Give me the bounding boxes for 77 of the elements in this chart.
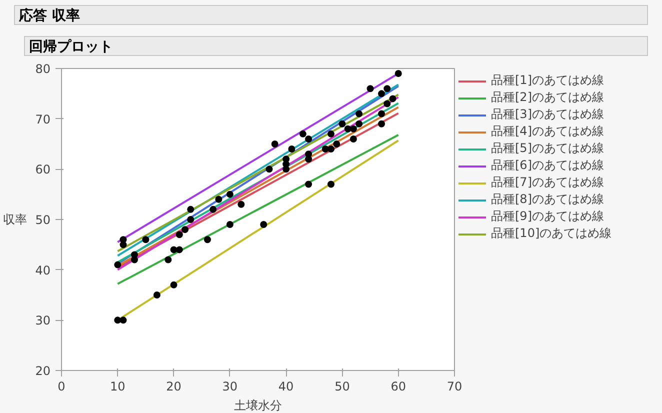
point [378, 120, 386, 128]
point [187, 216, 194, 223]
point [327, 130, 334, 138]
point [176, 231, 183, 238]
point [271, 140, 278, 148]
point [389, 95, 396, 102]
point [260, 221, 268, 228]
x-tick-label: 20 [166, 380, 182, 394]
legend-label: 品種[8]のあてはめ線 [491, 191, 604, 208]
point [338, 120, 346, 128]
legend-label: 品種[6]のあてはめ線 [491, 157, 604, 174]
y-axis-title: 収率 [3, 212, 28, 226]
point [114, 316, 122, 324]
chart-subtitle: 回帰プロット [29, 38, 113, 57]
y-tick-label: 20 [35, 364, 51, 378]
point [356, 110, 363, 118]
point [366, 85, 374, 92]
point [120, 241, 127, 248]
point [384, 100, 391, 108]
point [204, 236, 211, 244]
x-tick-label: 30 [222, 380, 238, 394]
point [333, 140, 340, 148]
x-tick-label: 70 [446, 380, 462, 394]
point [238, 200, 245, 208]
point [305, 156, 312, 163]
point [344, 125, 352, 132]
y-tick-label: 80 [35, 62, 51, 76]
legend-label: 品種[7]のあてはめ線 [491, 174, 604, 191]
y-tick-label: 50 [35, 213, 51, 227]
point [288, 146, 296, 153]
point [322, 146, 329, 153]
point [142, 236, 150, 244]
y-tick-label: 30 [35, 314, 51, 328]
point [378, 110, 386, 118]
point [176, 246, 183, 254]
x-tick-label: 10 [110, 380, 126, 394]
point [170, 281, 178, 288]
legend-label: 品種[10]のあてはめ線 [491, 225, 612, 242]
point [350, 135, 357, 142]
legend-label: 品種[1]のあてはめ線 [491, 72, 604, 89]
legend-label: 品種[4]のあてはめ線 [491, 123, 604, 140]
x-axis-title: 土壌水分 [234, 398, 282, 412]
chart-title: 応答 収率 [19, 6, 80, 26]
legend-label: 品種[5]のあてはめ線 [491, 140, 604, 157]
point [153, 292, 160, 298]
y-tick-label: 70 [35, 112, 51, 126]
point [305, 180, 312, 188]
point [226, 221, 234, 228]
legend-label: 品種[9]のあてはめ線 [491, 208, 604, 225]
point [210, 206, 217, 213]
point [226, 190, 234, 198]
point [266, 166, 273, 173]
x-tick-label: 0 [58, 380, 66, 394]
point [130, 256, 138, 264]
point [327, 180, 334, 188]
y-tick-label: 40 [35, 263, 51, 278]
legend-label: 品種[2]のあてはめ線 [491, 89, 604, 106]
point [378, 90, 386, 98]
point [282, 166, 290, 173]
point [356, 120, 363, 128]
point [182, 226, 189, 234]
point [299, 130, 306, 138]
x-tick-label: 60 [390, 380, 406, 394]
x-tick-label: 50 [334, 380, 350, 394]
point [384, 85, 391, 92]
point [350, 125, 357, 132]
point [305, 135, 312, 142]
point [327, 146, 334, 153]
y-tick-label: 60 [35, 162, 51, 177]
point [394, 70, 402, 78]
point [164, 256, 172, 264]
point [215, 196, 222, 203]
x-tick-label: 40 [278, 380, 294, 394]
legend-label: 品種[3]のあてはめ線 [491, 106, 604, 123]
point [187, 206, 194, 213]
point [114, 261, 122, 268]
point [120, 316, 127, 324]
